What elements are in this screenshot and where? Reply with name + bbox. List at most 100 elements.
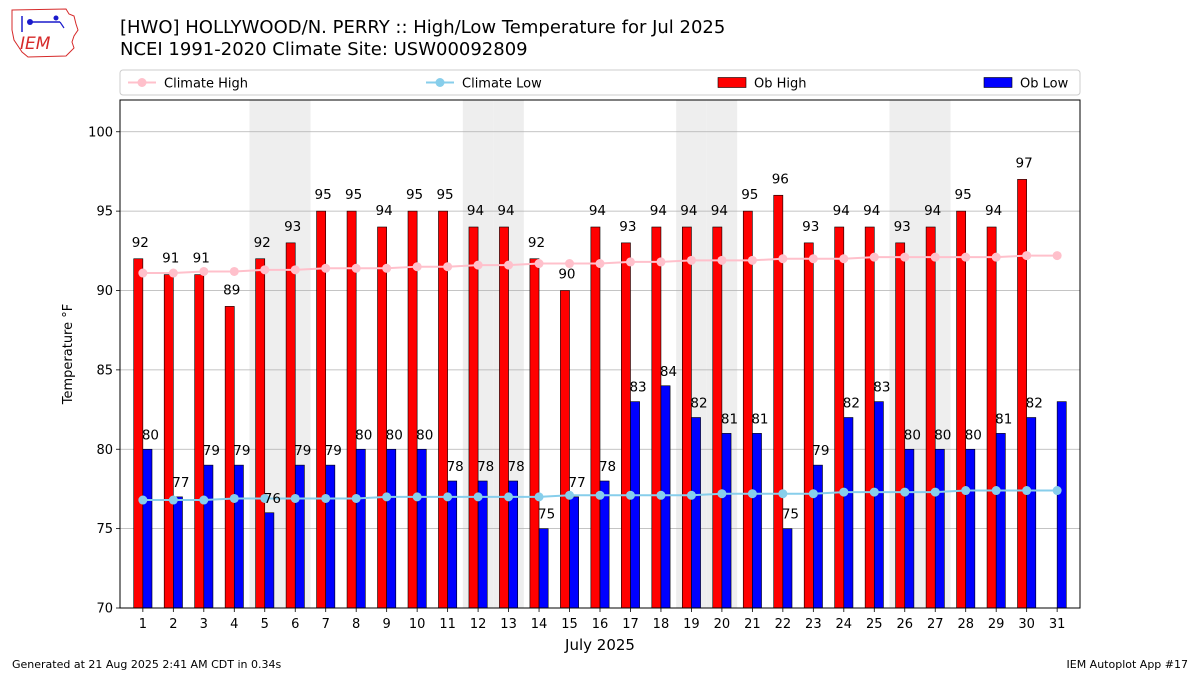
ob-high-label: 93 [619,219,636,235]
climate-low-point [473,492,483,502]
ob-high-bar [285,242,296,609]
climate-low-point [961,486,971,496]
x-tick-label: 13 [500,617,517,632]
ob-low-bar [873,401,884,609]
ob-low-label: 79 [812,443,829,459]
x-tick-label: 2 [169,617,177,632]
legend-box [119,69,1081,96]
climate-high-point [290,265,300,275]
climate-high-point [747,255,757,265]
ob-low-bar [1056,401,1067,609]
ob-low-label: 77 [172,475,189,491]
x-tick-label: 31 [1049,617,1066,632]
x-tick-label: 8 [352,617,360,632]
legend: Climate High Climate Low Ob High Ob Low [119,69,1081,96]
x-tick-label: 28 [957,617,974,632]
climate-high-point [168,268,178,278]
ob-high-bar [651,226,662,609]
climate-high-point [443,262,453,272]
ob-high-bar [925,226,936,609]
ob-high-label: 92 [528,235,545,251]
climate-low-point [565,490,575,500]
title-line-2: NCEI 1991-2020 Climate Site: USW00092809 [120,39,528,60]
ob-low-label: 80 [142,427,159,443]
ob-low-bar [965,448,976,609]
x-tick-label: 18 [653,617,670,632]
ob-high-label: 95 [741,187,758,203]
ob-high-label: 94 [497,203,514,219]
y-tick-label: 90 [96,284,113,299]
footer-app: IEM Autoplot App #17 [1066,658,1189,671]
ob-low-label: 80 [355,427,372,443]
ob-high-label: 97 [1016,155,1033,171]
climate-low-point [656,490,666,500]
ob-low-label: 80 [904,427,921,443]
ob-low-label: 76 [264,491,281,507]
ob-low-label: 75 [538,507,555,523]
ob-low-bar [386,448,397,609]
climate-low-point [168,495,178,505]
ob-high-label: 95 [345,187,362,203]
x-tick-label: 5 [261,617,269,632]
ob-low-bar [782,528,793,609]
climate-low-point [1052,486,1062,496]
ob-high-bar [163,274,174,609]
climate-low-point [778,489,788,499]
ob-high-bar [377,226,387,609]
ob-high-label: 91 [193,251,210,267]
climate-high-point [808,254,818,264]
ob-low-bar [416,448,427,609]
ob-high-bar [956,210,967,609]
ob-low-bar [995,433,1006,609]
x-axis-label: July 2025 [564,636,635,654]
ob-low-bar [1026,417,1037,609]
y-tick-label: 70 [96,602,113,617]
ob-high-bar [468,226,479,609]
ob-low-bar [630,401,640,609]
ob-low-label: 80 [416,427,433,443]
x-tick-label: 30 [1018,617,1035,632]
climate-high-point [778,254,788,264]
climate-low-point [747,489,757,499]
title-line-1: [HWO] HOLLYWOOD/N. PERRY :: High/Low Tem… [120,17,726,38]
y-tick-label: 95 [96,205,113,220]
ob-low-label: 79 [203,443,220,459]
ob-high-label: 96 [772,171,789,187]
x-tick-label: 26 [896,617,913,632]
climate-high-point [625,257,635,267]
ob-low-bar [569,496,579,609]
ob-low-bar [813,464,823,609]
ob-high-label: 91 [162,251,179,267]
ob-high-label: 95 [955,187,972,203]
ob-high-bar [864,226,875,609]
climate-low-point [625,490,635,500]
climate-high-point [686,255,696,265]
ob-low-bar [843,417,854,609]
ob-high-bar [621,242,631,609]
climate-high-point [504,260,514,270]
ob-low-bar [721,433,732,609]
climate-high-point [473,260,483,270]
ob-high-bar [895,242,906,609]
ob-low-bar [538,528,549,609]
climate-low-point [839,487,849,497]
ob-high-label: 94 [376,203,393,219]
x-tick-label: 29 [988,617,1005,632]
legend-ob-low-label: Ob Low [1020,77,1069,92]
climate-high-point [991,252,1001,262]
ob-low-bar [599,480,610,609]
legend-climate-high-marker [137,78,147,87]
ob-high-bar [834,226,845,609]
ob-high-label: 94 [924,203,941,219]
ob-low-label: 78 [477,459,494,475]
ob-high-label: 94 [833,203,850,219]
ob-high-label: 92 [254,235,271,251]
y-tick-label: 85 [96,363,113,378]
ob-low-label: 82 [690,396,707,412]
x-tick-label: 25 [866,617,883,632]
bars [133,179,1067,609]
footer-generated: Generated at 21 Aug 2025 2:41 AM CDT in … [12,658,282,671]
iem-logo: IEM [8,6,80,62]
climate-high-point [1052,251,1062,261]
